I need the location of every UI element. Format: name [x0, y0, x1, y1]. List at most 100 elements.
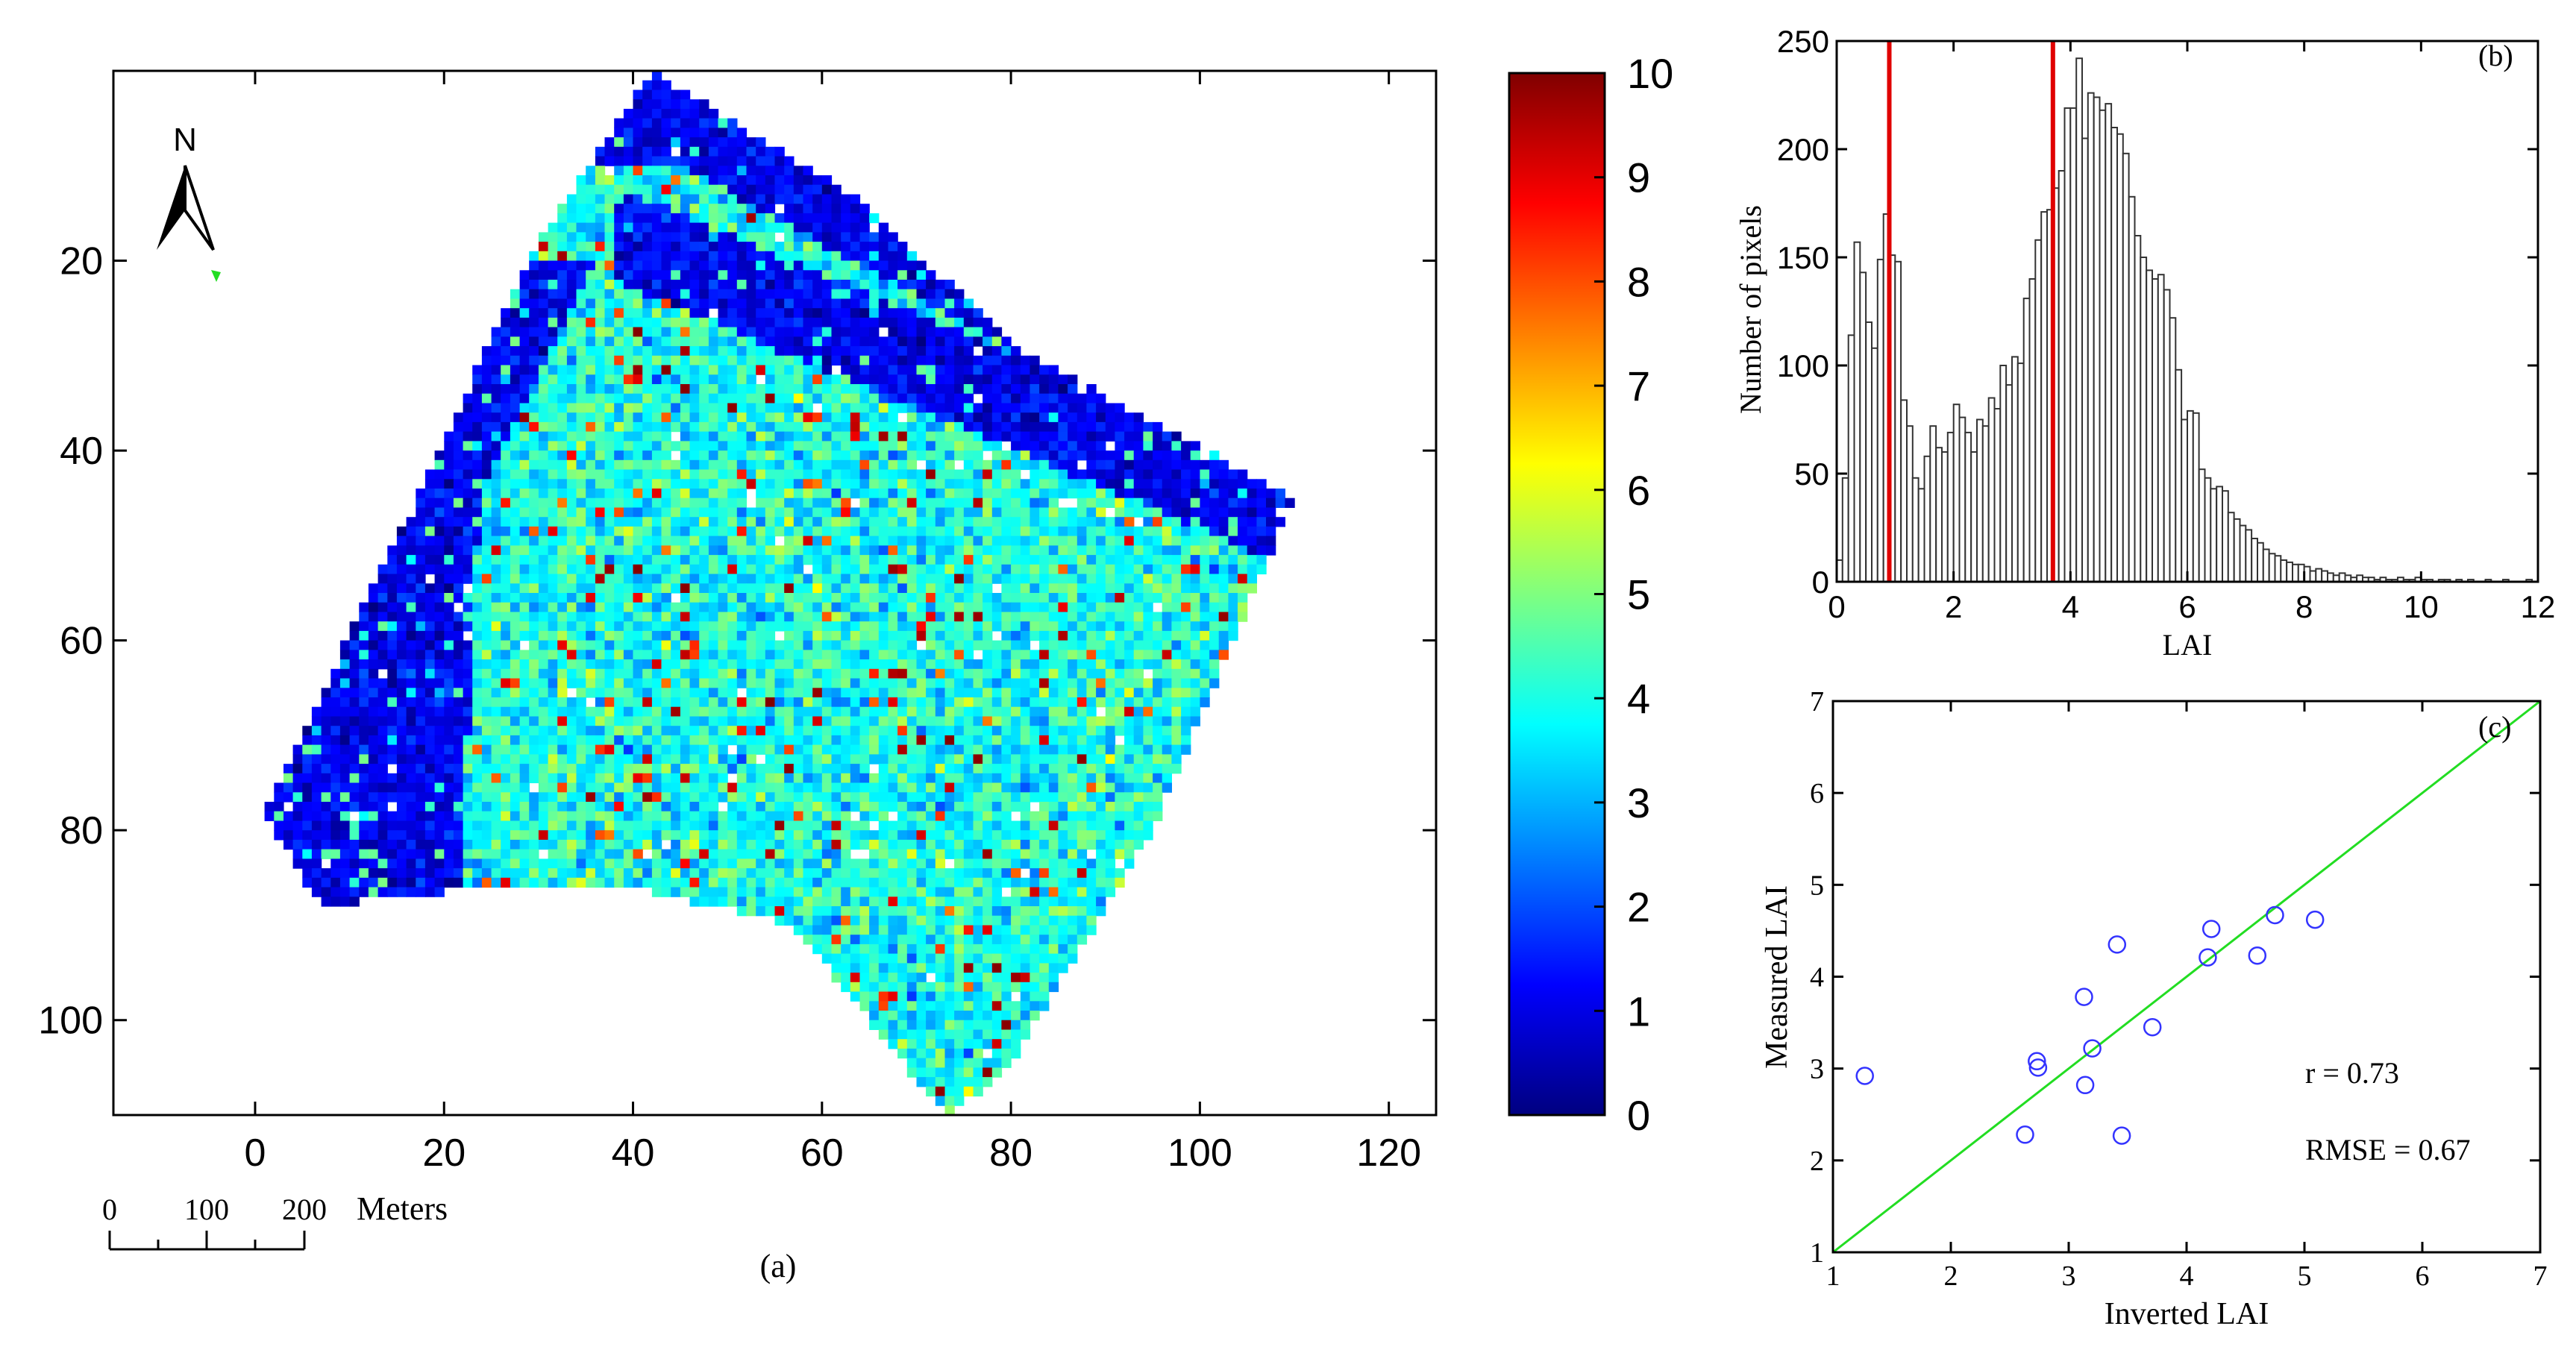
heatmap-cell — [548, 374, 558, 385]
heatmap-cell — [746, 526, 756, 537]
heatmap-cell — [954, 289, 965, 299]
heatmap-cell — [727, 782, 738, 793]
heatmap-cell — [878, 792, 889, 803]
heatmap-cell — [481, 688, 492, 698]
heatmap-cell — [529, 393, 539, 404]
heatmap-cell — [1001, 773, 1012, 784]
heatmap-cell — [869, 298, 880, 309]
heatmap-cell — [377, 744, 388, 755]
heatmap-cell — [906, 792, 918, 803]
heatmap-cell — [708, 289, 719, 299]
heatmap-cell — [831, 792, 842, 803]
heatmap-cell — [623, 497, 634, 508]
heatmap-cell — [916, 650, 927, 660]
heatmap-cell — [793, 365, 804, 375]
heatmap-cell — [973, 602, 983, 612]
heatmap-cell — [1133, 754, 1144, 764]
heatmap-cell — [859, 365, 870, 375]
heatmap-cell — [406, 792, 416, 803]
heatmap-cell — [453, 726, 464, 736]
heatmap-cell — [1001, 564, 1012, 575]
heatmap-cell — [311, 782, 322, 793]
heatmap-cell — [359, 612, 369, 622]
heatmap-cell — [1068, 403, 1078, 413]
heatmap-cell — [529, 374, 539, 385]
heatmap-cell — [1133, 668, 1144, 679]
heatmap-cell — [1171, 659, 1182, 670]
heatmap-cell — [708, 555, 719, 565]
heatmap-cell — [1030, 545, 1040, 556]
heatmap-cell — [850, 222, 861, 233]
heatmap-cell — [604, 678, 615, 688]
heatmap-cell — [841, 526, 851, 537]
heatmap-cell — [944, 289, 955, 299]
heatmap-cell — [859, 450, 870, 461]
heatmap-cell — [850, 659, 861, 670]
heatmap-cell — [1218, 536, 1229, 546]
heatmap-cell — [576, 735, 586, 746]
heatmap-cell — [821, 403, 833, 413]
heatmap-cell — [1020, 650, 1031, 660]
heatmap-cell — [1209, 602, 1220, 612]
heatmap-cell — [1143, 421, 1153, 433]
heatmap-cell — [633, 659, 643, 670]
heatmap-cell — [510, 459, 521, 471]
heatmap-cell — [1030, 517, 1040, 527]
heatmap-cell — [548, 260, 558, 271]
heatmap-cell — [1001, 479, 1012, 489]
heatmap-cell — [935, 602, 946, 612]
heatmap-cell — [812, 764, 823, 774]
heatmap-cell — [576, 564, 586, 575]
heatmap-cell — [1030, 469, 1040, 480]
heatmap-cell — [916, 355, 927, 366]
heatmap-cell — [699, 574, 709, 584]
heatmap-cell — [954, 489, 965, 499]
heatmap-cell — [954, 640, 965, 650]
heatmap-cell — [1209, 593, 1220, 603]
heatmap-cell — [661, 545, 671, 556]
heatmap-cell — [689, 213, 700, 224]
heatmap-cell — [359, 735, 369, 746]
heatmap-cell — [538, 716, 549, 726]
heatmap-cell — [831, 431, 842, 442]
heatmap-cell — [821, 764, 833, 774]
heatmap-cell — [774, 222, 785, 233]
heatmap-cell — [671, 630, 681, 641]
heatmap-cell — [793, 526, 804, 537]
heatmap-cell — [642, 688, 653, 698]
heatmap-cell — [1086, 450, 1097, 461]
heatmap-cell — [614, 744, 624, 755]
heatmap-cell — [586, 384, 596, 395]
heatmap-cell — [396, 574, 407, 584]
heatmap-cell — [1030, 593, 1040, 603]
heatmap-cell — [963, 479, 974, 489]
heatmap-cell — [736, 612, 748, 622]
heatmap-cell — [1209, 612, 1220, 622]
heatmap-cell — [501, 441, 511, 451]
heatmap-cell — [831, 441, 842, 451]
heatmap-cell — [850, 479, 861, 489]
heatmap-cell — [973, 744, 983, 755]
heatmap-cell — [878, 716, 889, 726]
heatmap-cell — [614, 431, 624, 442]
heatmap-cell — [1030, 497, 1040, 508]
heatmap-cell — [935, 365, 946, 375]
heatmap-cell — [1115, 536, 1125, 546]
heatmap-cell — [916, 308, 927, 318]
heatmap-cell — [377, 735, 388, 746]
heatmap-cell — [501, 782, 511, 793]
heatmap-cell — [718, 555, 728, 565]
heatmap-cell — [699, 659, 709, 670]
heatmap-cell — [831, 270, 842, 280]
heatmap-cell — [831, 336, 842, 347]
heatmap-cell — [708, 118, 719, 128]
heatmap-cell — [869, 792, 880, 803]
heatmap-cell — [444, 659, 454, 670]
heatmap-cell — [991, 612, 1003, 622]
heatmap-cell — [821, 706, 833, 717]
heatmap-cell — [850, 232, 861, 242]
heatmap-cell — [736, 270, 748, 280]
heatmap-cell — [736, 517, 748, 527]
heatmap-cell — [784, 545, 795, 556]
heatmap-cell — [1077, 526, 1088, 537]
